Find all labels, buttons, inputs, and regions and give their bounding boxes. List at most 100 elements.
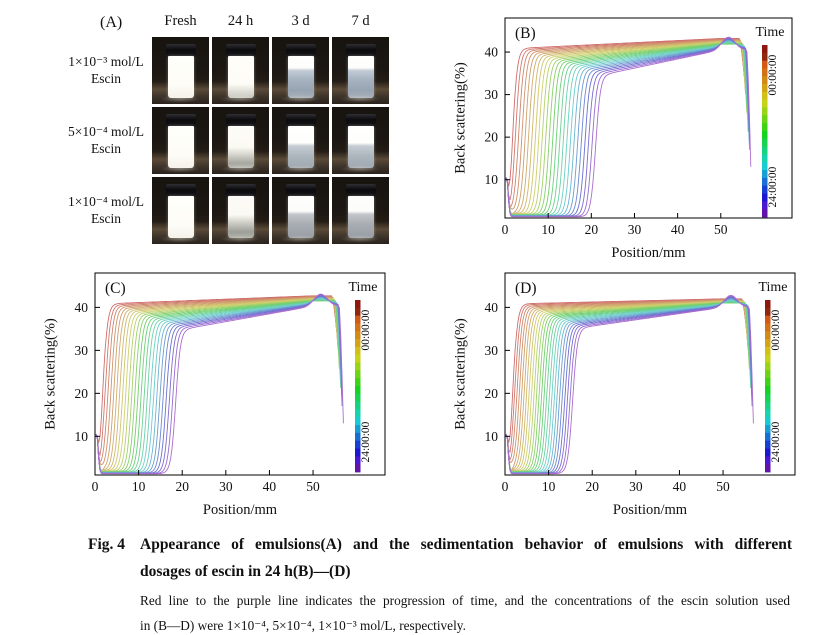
plot-frame — [504, 272, 796, 476]
colorbar-segment — [765, 417, 771, 426]
colorbar-segment — [765, 339, 771, 348]
caption-note-line2: in (B—D) were 1×10⁻⁴, 5×10⁻⁴, 1×10⁻³ mol… — [140, 618, 466, 633]
colorbar-segment — [762, 84, 768, 93]
vial — [225, 44, 256, 98]
colorbar-segment — [765, 432, 771, 442]
table-reflection — [160, 95, 200, 103]
figure-number: Fig. 4 — [88, 536, 126, 553]
vial-cap — [345, 44, 376, 57]
vial — [285, 44, 316, 98]
colorbar-segment — [762, 185, 768, 194]
vial-body — [167, 196, 194, 238]
table-reflection — [280, 95, 320, 103]
scan-curve-1 — [95, 295, 338, 457]
scan-curve-15 — [95, 298, 342, 473]
y-tick-label: 10 — [485, 172, 499, 187]
table-reflection — [220, 165, 260, 173]
colorbar-segment — [765, 370, 771, 379]
scan-curve-0 — [505, 37, 745, 187]
scan-curve-2 — [95, 296, 338, 463]
scan-curve-6 — [95, 297, 339, 471]
scan-curve-4 — [505, 39, 747, 216]
vial-cap — [165, 114, 196, 127]
colorbar-segment — [765, 409, 771, 418]
colorbar-segment — [355, 378, 361, 387]
y-axis-label: Back scattering(%) — [42, 318, 59, 430]
vial-body — [347, 196, 374, 238]
y-tick-label: 10 — [75, 429, 89, 444]
scan-curve-11 — [505, 43, 748, 216]
chart-canvas-(B): 0 10 20 30 40 50 10 20 30 40 Time 00:00:00 24:00:00 — [485, 17, 793, 237]
scan-curve-2 — [505, 38, 745, 207]
vial-cap — [225, 114, 256, 127]
colorbar-top-label: 00:00:00 — [770, 309, 782, 350]
panel-letter: (C) — [105, 280, 126, 297]
table-reflection — [220, 95, 260, 103]
vial-photo-r2-c1 — [212, 177, 269, 244]
table-reflection — [340, 165, 380, 173]
colorbar-top-label: 00:00:00 — [360, 309, 372, 350]
row-concentration: 1×10⁻³ mol/L — [68, 54, 144, 69]
caption-title-line1: Appearance of emulsions(A) and the sedim… — [140, 536, 792, 553]
vial-cap — [285, 114, 316, 127]
vial-cap — [165, 184, 196, 197]
vial-photo-r0-c2 — [272, 37, 329, 104]
vial-photo-r1-c0 — [152, 107, 209, 174]
vial-body — [287, 126, 314, 168]
vial-cap — [345, 184, 376, 197]
vial — [165, 184, 196, 238]
colorbar-segment — [762, 193, 768, 202]
scan-curve-12 — [95, 300, 340, 473]
vial-photo-r0-c3 — [332, 37, 389, 104]
scan-curve-6 — [505, 40, 747, 215]
colorbar-segment — [355, 300, 361, 309]
row-label-1: 5×10⁻⁴ mol/L Escin — [56, 123, 156, 157]
scan-curve-8 — [95, 298, 339, 472]
vial-cap — [285, 184, 316, 197]
vial-cap — [345, 114, 376, 127]
vial-body — [227, 56, 254, 98]
scan-curve-24 — [505, 36, 752, 218]
table-reflection — [340, 235, 380, 243]
vial-body — [287, 196, 314, 238]
scan-curve-3 — [95, 296, 338, 466]
scan-curve-5 — [505, 300, 749, 471]
colorbar-title: Time — [758, 280, 787, 295]
vial-cap — [165, 44, 196, 57]
colorbar-segment — [762, 177, 768, 187]
colorbar-segment — [762, 138, 768, 148]
x-tick-label: 40 — [671, 222, 685, 237]
colorbar-segment — [355, 440, 361, 449]
colorbar-segment — [355, 393, 361, 403]
figure-caption: Fig. 4 Appearance of emulsions(A) and th… — [88, 531, 800, 635]
colorbar-segment — [765, 464, 771, 473]
vial-body — [347, 126, 374, 168]
x-axis-label: Position/mm — [612, 502, 688, 518]
colorbar-segment — [355, 307, 361, 317]
x-tick-label: 50 — [716, 479, 730, 494]
colorbar-segment — [765, 331, 771, 340]
column-header-2: 3 d — [291, 13, 310, 29]
x-tick-label: 50 — [714, 222, 728, 237]
colorbar-segment — [765, 346, 771, 356]
colorbar-segment — [355, 401, 361, 410]
colorbar-segment — [355, 362, 361, 371]
row-label-2: 1×10⁻⁴ mol/L Escin — [56, 193, 156, 227]
colorbar-segment — [355, 456, 361, 465]
scan-curve-12 — [505, 43, 748, 216]
colorbar-segment — [355, 346, 361, 356]
colorbar-segment — [355, 432, 361, 442]
colorbar-segment — [762, 154, 768, 163]
colorbar-segment — [762, 45, 768, 54]
scan-curve-2 — [505, 299, 748, 462]
x-tick-label: 0 — [502, 479, 509, 494]
y-tick-label: 30 — [485, 87, 499, 102]
colorbar-segment — [762, 91, 768, 101]
colorbar-segment — [765, 315, 771, 324]
vial — [345, 44, 376, 98]
scan-curve-9 — [95, 299, 340, 472]
scan-curve-5 — [95, 297, 339, 471]
plot-frame — [94, 272, 386, 476]
colorbar-title: Time — [755, 25, 784, 40]
x-tick-label: 30 — [629, 479, 643, 494]
